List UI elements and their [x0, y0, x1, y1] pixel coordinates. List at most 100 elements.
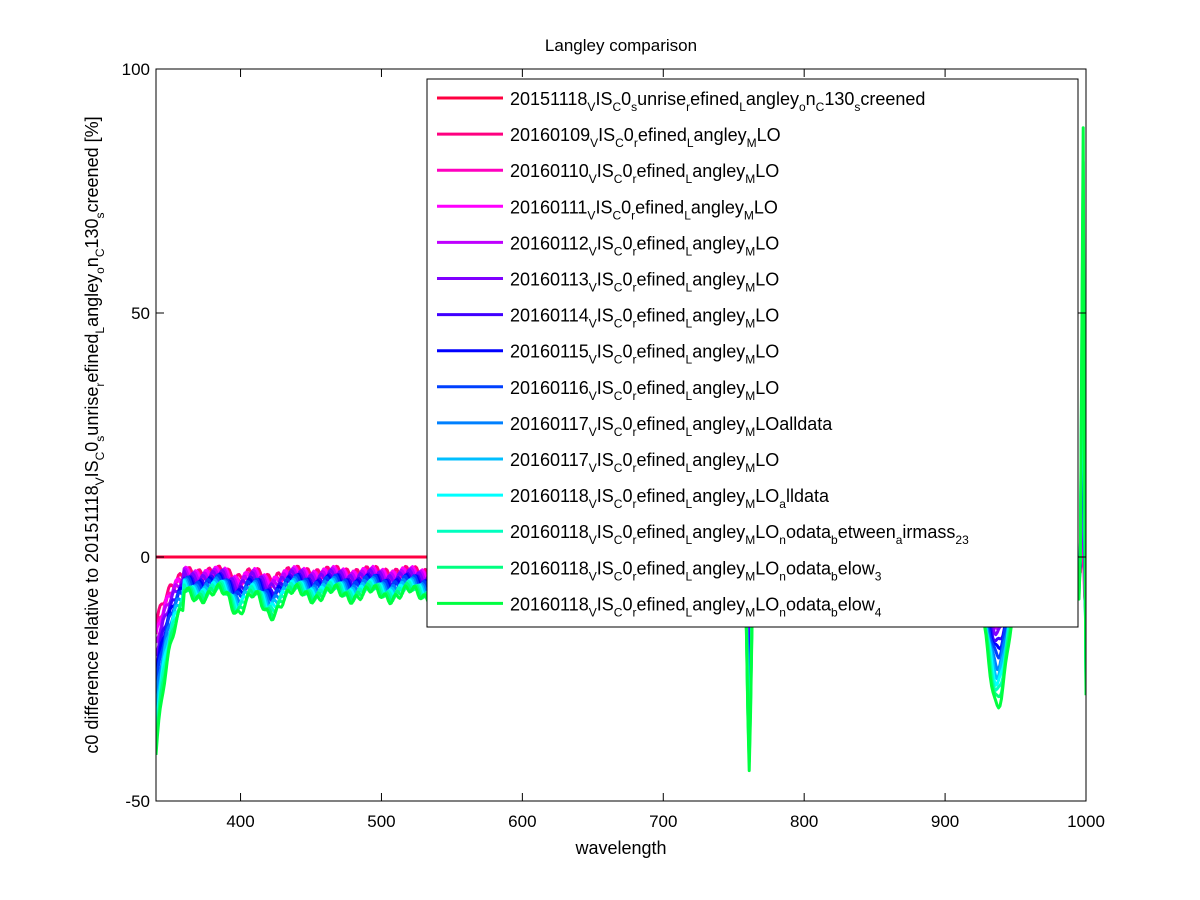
legend-label-subscript: r	[634, 136, 638, 150]
legend-label-text: angley	[692, 233, 745, 253]
legend-label-subscript: L	[686, 281, 693, 295]
legend-label-subscript: C	[614, 389, 623, 403]
x-axis-label: wavelength	[574, 838, 666, 858]
legend-label-subscript: r	[631, 208, 635, 222]
legend-label-subscript: C	[614, 281, 623, 295]
legend-label-text: LO	[755, 594, 779, 614]
x-tick-label: 500	[367, 812, 395, 831]
legend-label-subscript: V	[587, 208, 595, 222]
legend-label-subscript: L	[686, 425, 693, 439]
legend-entry: 20160110VISC0refinedLangleyMLO	[437, 161, 779, 186]
legend-label-text: efined	[636, 414, 685, 434]
legend-label-subscript: L	[686, 533, 693, 547]
legend-entry: 20151118VISC0sunriserefinedLangleyonC130…	[437, 89, 925, 114]
legend-label-subscript: V	[589, 497, 597, 511]
y-axis-label-text: IS	[82, 460, 102, 477]
legend-label-subscript: M	[745, 281, 755, 295]
legend-label-subscript: r	[632, 569, 636, 583]
legend-label-date: 20160114	[510, 306, 589, 326]
legend-label: 20160112VISC0refinedLangleyMLO	[510, 233, 779, 258]
legend-label: 20160118VISC0refinedLangleyMLOnodatabetw…	[510, 522, 969, 547]
legend-label-subscript: L	[686, 497, 693, 511]
legend-label-subscript: C	[614, 172, 623, 186]
legend-label-subscript: r	[632, 533, 636, 547]
legend-label-subscript: V	[589, 569, 597, 583]
legend-label-subscript: r	[632, 425, 636, 439]
legend-label-subscript: s	[854, 100, 860, 114]
legend-label-date: 20160117	[510, 414, 589, 434]
legend-label-text: 0	[622, 378, 632, 398]
legend-label-text: LO	[755, 450, 779, 470]
legend-label-subscript: C	[614, 461, 623, 475]
legend-label-subscript: M	[745, 461, 755, 475]
legend-entry: 20160117VISC0refinedLangleyMLO	[437, 450, 779, 475]
legend-label-date: 20160109	[510, 125, 590, 145]
y-axis-label-text: creened [%]	[82, 116, 102, 212]
legend-label-text: odata	[786, 558, 832, 578]
legend-label-text: 0	[622, 594, 632, 614]
y-axis-label-subscript: s	[93, 212, 107, 218]
y-tick-label: 0	[141, 548, 150, 567]
legend-label-subscript: 4	[875, 605, 882, 619]
legend-entry: 20160117VISC0refinedLangleyMLOalldata	[437, 414, 833, 439]
y-axis-label: c0 difference relative to 20151118VISC0s…	[82, 116, 107, 753]
legend-entries: 20151118VISC0sunriserefinedLangleyonC130…	[437, 89, 969, 619]
legend-label-subscript: V	[589, 605, 597, 619]
y-axis-label-subscript: C	[93, 248, 107, 257]
legend-label-subscript: C	[816, 100, 825, 114]
legend-label-text: LO	[755, 342, 779, 362]
legend-label-text: IS	[597, 594, 614, 614]
legend-entry: 20160113VISC0refinedLangleyMLO	[437, 270, 779, 295]
legend-label-subscript: V	[589, 244, 597, 258]
legend-label: 20160118VISC0refinedLangleyMLOalldata	[510, 486, 830, 511]
legend-label-text: angley	[692, 594, 745, 614]
legend-label-subscript: V	[589, 389, 597, 403]
legend-label-subscript: r	[632, 497, 636, 511]
legend-label-subscript: C	[614, 605, 623, 619]
legend-label-text: IS	[597, 161, 614, 181]
legend-label-text: 0	[622, 306, 632, 326]
legend-label-subscript: M	[745, 353, 755, 367]
legend-label-text: 0	[621, 197, 631, 217]
legend-label-text: lldata	[786, 486, 830, 506]
y-axis-label-subscript: V	[93, 477, 107, 485]
legend-label-subscript: r	[632, 389, 636, 403]
y-axis-label-text: efined	[82, 334, 102, 383]
legend-entry: 20160114VISC0refinedLangleyMLO	[437, 306, 779, 331]
legend-label-text: elow	[838, 594, 876, 614]
legend-label-date: 20160118	[510, 486, 589, 506]
legend-label-subscript: V	[589, 172, 597, 186]
legend-label-date: 20160118	[510, 522, 589, 542]
legend-label-subscript: L	[686, 605, 693, 619]
legend-entry: 20160118VISC0refinedLangleyMLOalldata	[437, 486, 830, 511]
legend-label-text: 0	[621, 89, 631, 109]
legend-label: 20160117VISC0refinedLangleyMLO	[510, 450, 779, 475]
legend-label-subscript: M	[745, 389, 755, 403]
y-axis-label-subscript: L	[93, 327, 107, 334]
y-axis-label-subscript: r	[93, 383, 107, 387]
legend-label-subscript: C	[614, 569, 623, 583]
x-tick-label: 400	[226, 812, 254, 831]
legend-entry: 20160111VISC0refinedLangleyMLO	[437, 197, 778, 222]
legend-label-subscript: M	[744, 208, 754, 222]
legend-label: 20160109VISC0refinedLangleyMLO	[510, 125, 781, 150]
legend-label-subscript: L	[684, 208, 691, 222]
legend-label-text: efined	[690, 89, 739, 109]
legend-label-subscript: M	[745, 605, 755, 619]
axes-frame	[155, 68, 1087, 802]
legend-label-text: angley	[692, 486, 745, 506]
legend-label-subscript: L	[686, 317, 693, 331]
legend-label: 20160114VISC0refinedLangleyMLO	[510, 306, 779, 331]
legend-label-subscript: M	[745, 569, 755, 583]
legend-label-text: angley	[692, 270, 745, 290]
legend-label-subscript: n	[779, 569, 786, 583]
legend-label-text: IS	[597, 306, 614, 326]
legend-label: 20160117VISC0refinedLangleyMLOalldata	[510, 414, 833, 439]
legend-label: 20160110VISC0refinedLangleyMLO	[510, 161, 779, 186]
legend-label-text: LOalldata	[755, 414, 833, 434]
legend-label-subscript: n	[779, 533, 786, 547]
legend-entry: 20160118VISC0refinedLangleyMLOnodatabelo…	[437, 594, 882, 619]
legend-label-text: 0	[622, 486, 632, 506]
